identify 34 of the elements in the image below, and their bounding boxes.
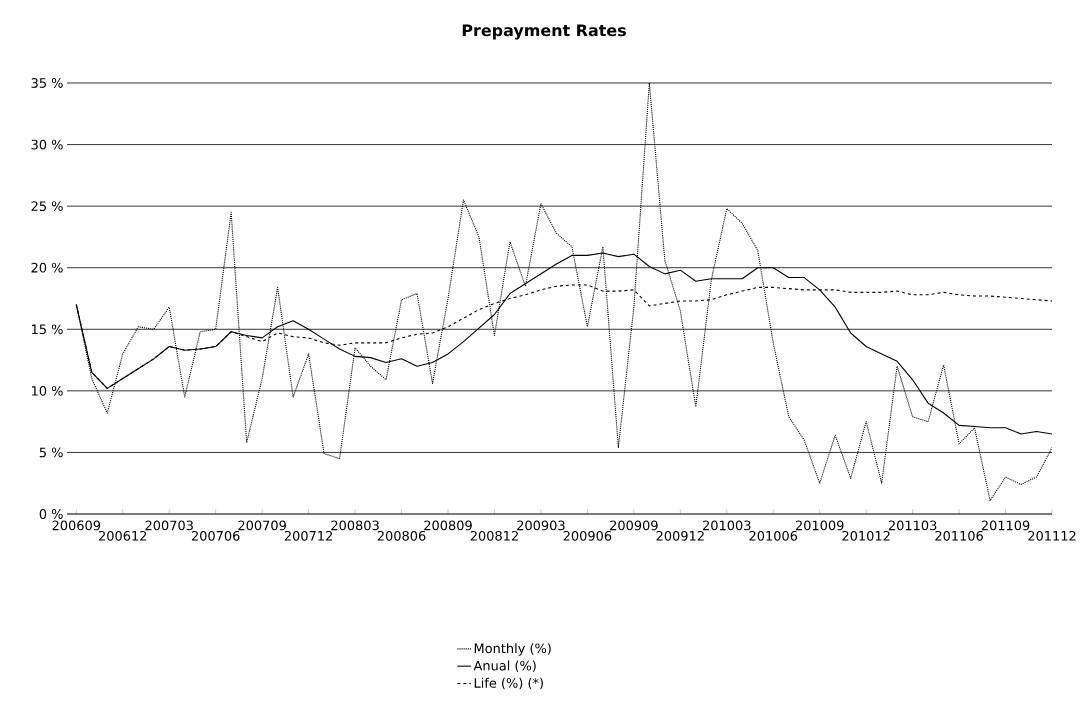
x-tick-label: 200903 [517, 520, 565, 531]
x-tick-label: 200909 [610, 520, 658, 531]
x-tick-label: 200812 [470, 530, 518, 541]
x-tick-label: 200906 [563, 530, 612, 541]
x-tick-label: 200706 [191, 530, 240, 541]
x-tick-label: 200803 [331, 520, 379, 531]
x-tick-label: 200612 [98, 530, 147, 541]
y-tick-label: 0 % [39, 509, 63, 519]
x-tick-label: 201112 [1028, 530, 1076, 541]
y-tick-label: 25 % [31, 201, 63, 212]
chart-title: Prepayment Rates [462, 24, 626, 40]
x-tick-label: 200712 [284, 530, 333, 541]
x-tick-label: 201006 [749, 530, 798, 541]
x-tick-label: 200809 [424, 520, 472, 531]
legend-label: Life (%) (*) [474, 677, 543, 690]
x-tick-label: 200703 [145, 520, 193, 531]
y-tick-label: 5 % [39, 447, 63, 458]
x-tick-label: 201009 [795, 520, 844, 531]
legend-label: Anual (%) [473, 660, 536, 673]
x-tick-label: 201103 [888, 520, 937, 531]
x-tick-label: 200609 [52, 520, 101, 531]
x-tick-label: 201003 [703, 520, 751, 531]
x-tick-label: 201012 [842, 530, 890, 541]
y-tick-label: 20 % [31, 262, 63, 273]
legend-label: Monthly (%) [474, 643, 551, 656]
y-tick-label: 15 % [32, 324, 63, 335]
x-tick-label: 201109 [981, 520, 1030, 531]
x-tick-label: 200806 [377, 530, 426, 541]
y-tick-label: 30 % [31, 139, 63, 150]
x-tick-label: 200912 [656, 530, 704, 541]
x-tick-label: 201106 [935, 530, 983, 541]
y-tick-label: 35 % [31, 78, 63, 88]
x-tick-label: 200709 [238, 520, 286, 531]
y-tick-label: 10 % [32, 385, 63, 396]
